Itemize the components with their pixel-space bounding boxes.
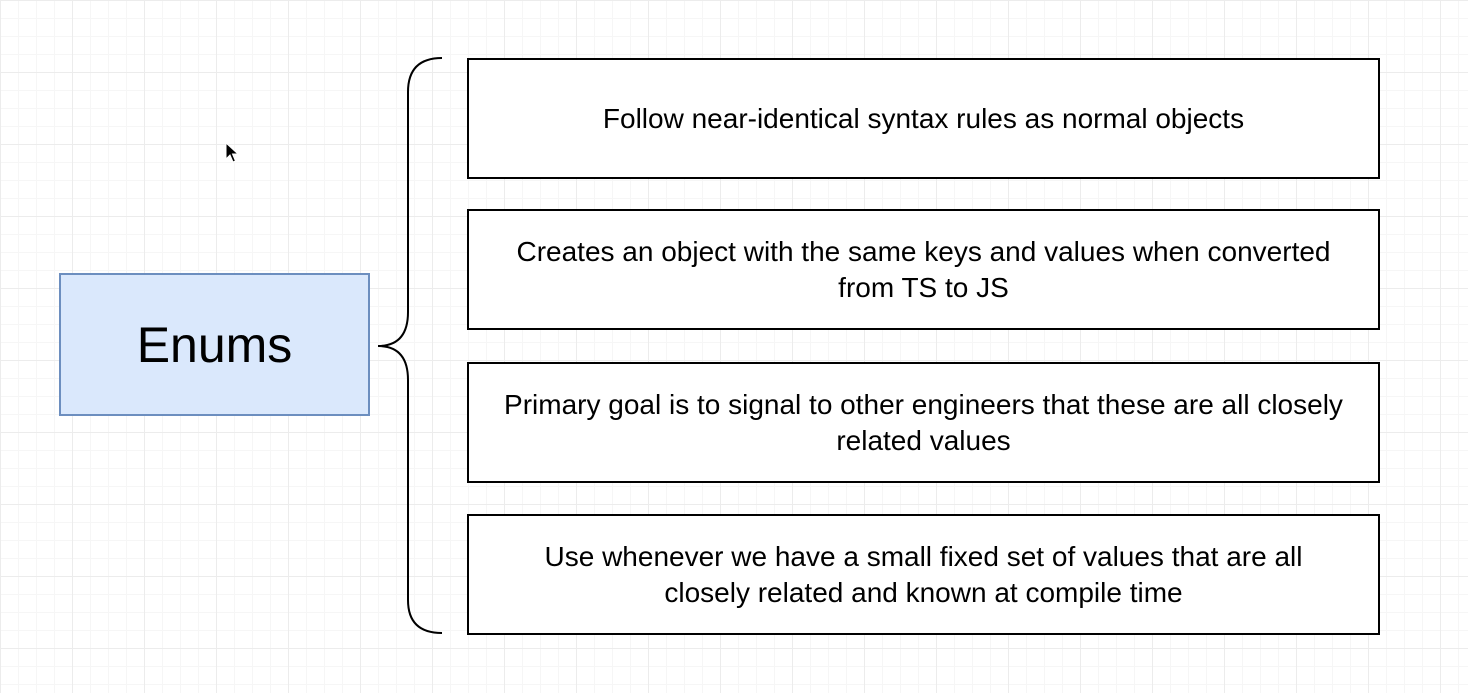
- enums-node-label: Enums: [136, 316, 293, 373]
- enum-fact-text-3: Primary goal is to signal to other engin…: [504, 388, 1343, 456]
- enum-fact-box-2[interactable]: Creates an object with the same keys and…: [467, 209, 1380, 330]
- enum-fact-text-2: Creates an object with the same keys and…: [516, 235, 1331, 303]
- enum-fact-box-1[interactable]: Follow near-identical syntax rules as no…: [467, 58, 1380, 179]
- mouse-pointer-icon: [225, 142, 239, 163]
- enums-node[interactable]: Enums: [59, 273, 370, 416]
- enum-fact-text-4: Use whenever we have a small fixed set o…: [544, 540, 1303, 608]
- enum-fact-text-1: Follow near-identical syntax rules as no…: [602, 102, 1245, 134]
- enum-fact-box-3[interactable]: Primary goal is to signal to other engin…: [467, 362, 1380, 483]
- enum-fact-box-4[interactable]: Use whenever we have a small fixed set o…: [467, 514, 1380, 635]
